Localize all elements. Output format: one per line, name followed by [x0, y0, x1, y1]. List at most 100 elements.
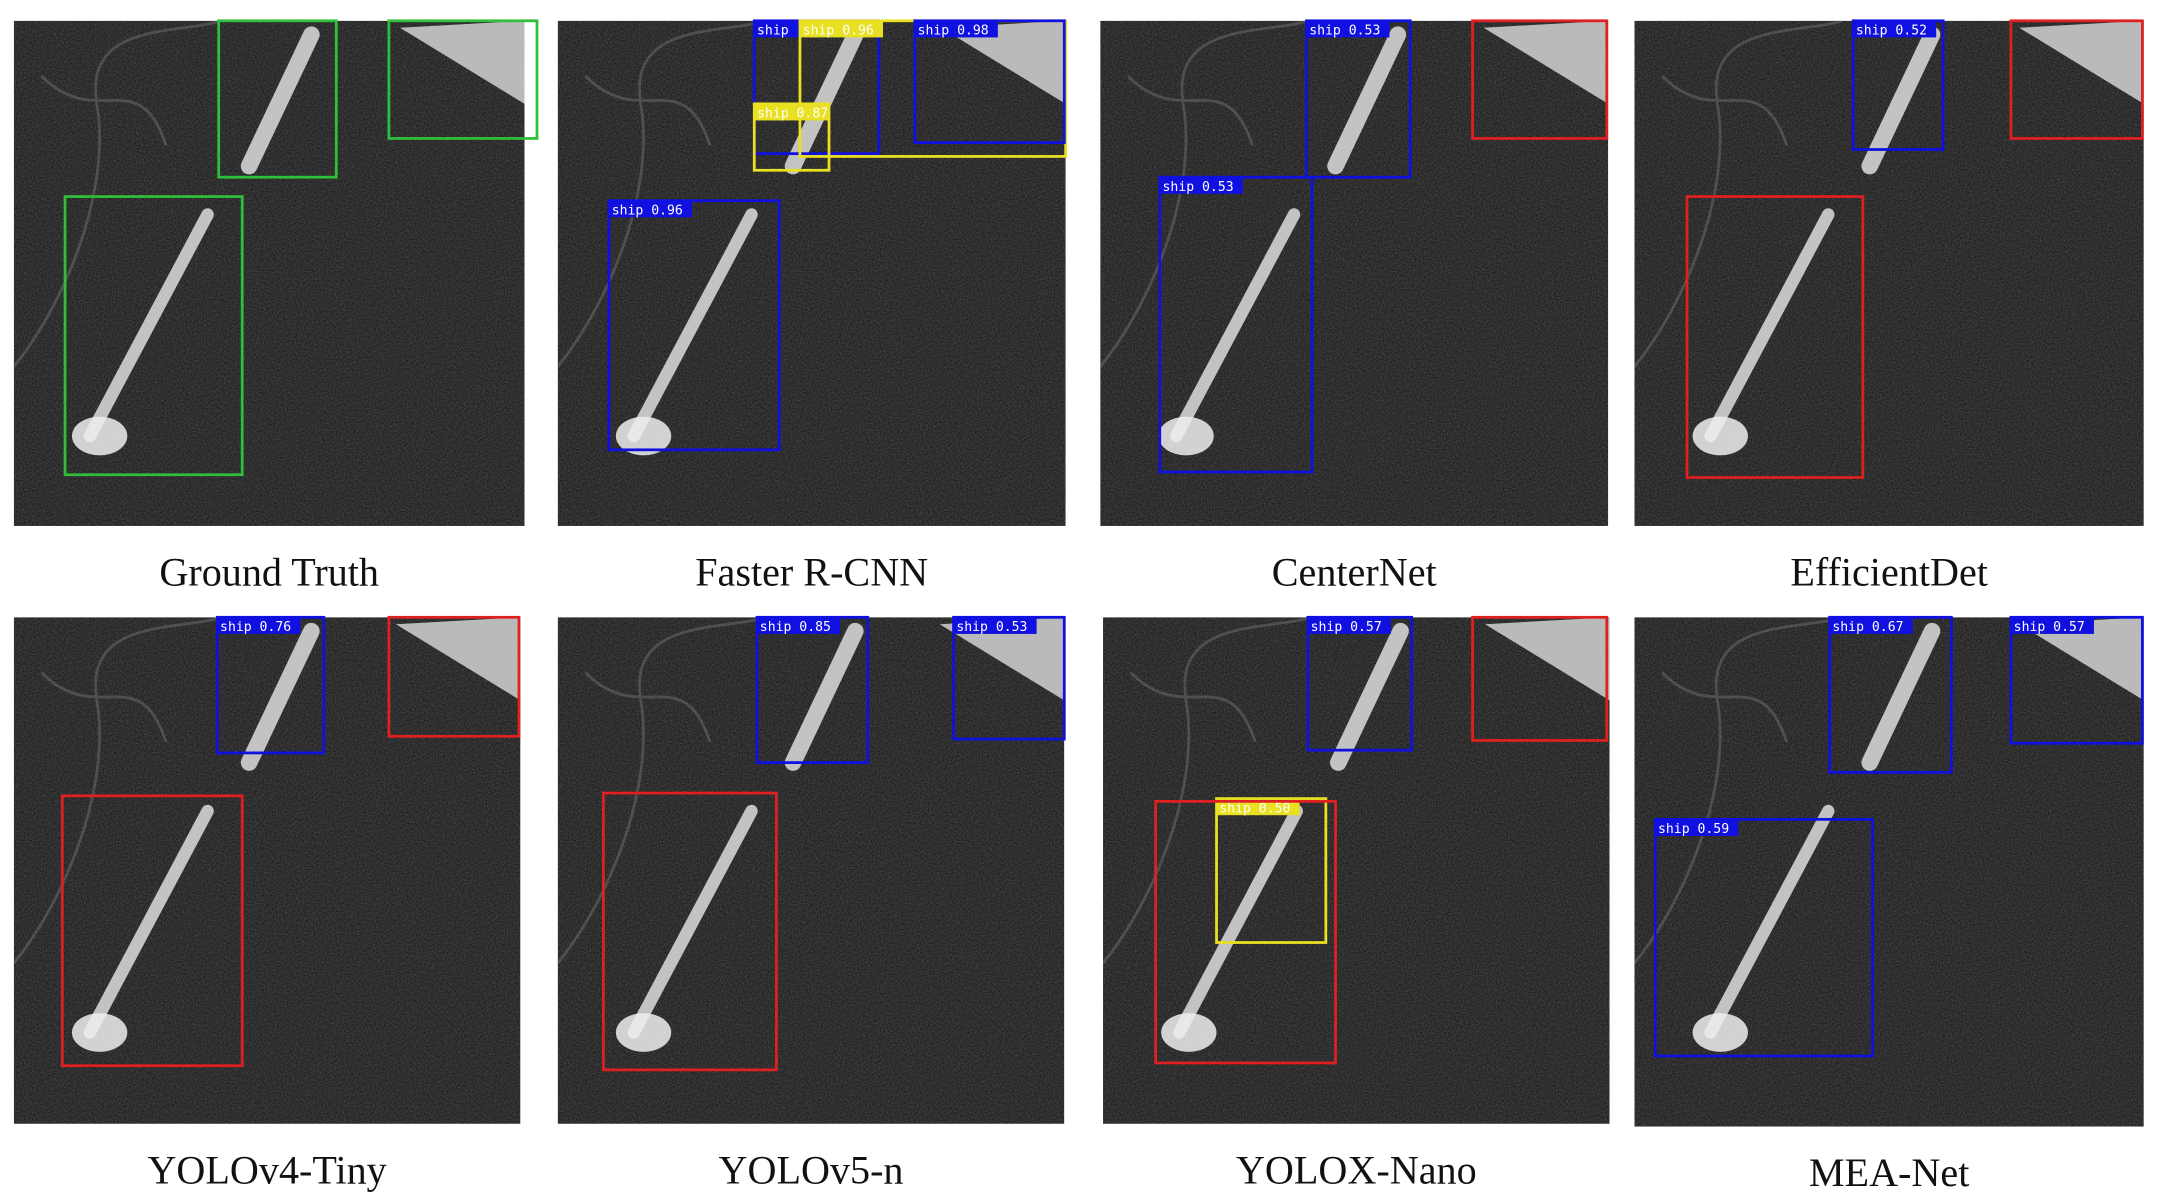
detection-box	[1653, 817, 1874, 1058]
coastline	[1100, 20, 1309, 368]
sar-image	[1634, 20, 2144, 526]
label-bg	[799, 20, 883, 38]
label-bg	[1306, 20, 1390, 38]
box-label: ship 0.50	[1219, 801, 1290, 816]
ship-corner	[1485, 617, 1610, 701]
coastline	[557, 20, 766, 368]
coastline	[13, 617, 222, 965]
ship-large	[1704, 804, 1835, 1039]
ship-stern	[1158, 416, 1214, 456]
ship-mid	[784, 26, 864, 175]
ship-large	[627, 804, 758, 1039]
detection-box	[387, 615, 521, 738]
ship-mid	[1327, 26, 1407, 175]
sar-image	[1634, 617, 2144, 1127]
ship-corner	[941, 20, 1066, 104]
label-bg	[608, 200, 692, 218]
panel: ship 0.67 ship 0.57 ship 0.59	[1634, 615, 2144, 1127]
detection-box	[602, 791, 778, 1072]
panel: ship 0.57 ship 0.50	[1103, 615, 1610, 1124]
sar-image	[1100, 20, 1609, 526]
detection-box	[1851, 19, 1945, 151]
ship-large	[83, 208, 214, 443]
detection-box	[60, 794, 244, 1068]
ship-corner	[939, 617, 1065, 701]
label-bg	[754, 103, 830, 121]
caption: Ground Truth	[159, 549, 379, 594]
ship-corner	[2019, 617, 2144, 701]
detection-box	[1471, 615, 1609, 742]
box-label: ship 0.76	[220, 620, 291, 635]
box-label: ship 0.53	[1309, 24, 1380, 39]
ship-stern	[615, 1013, 672, 1052]
detection-box	[2009, 19, 2144, 140]
panel: ship 0.52	[1634, 19, 2144, 526]
box-label: ship 0.96	[803, 24, 874, 39]
panel: ship 0.53 ship 0.53	[1100, 19, 1609, 526]
ship-stern	[71, 416, 128, 456]
ship-large	[627, 208, 758, 443]
coastline	[1103, 617, 1312, 965]
label-bg	[757, 617, 841, 634]
detection-box	[1305, 19, 1412, 179]
coastline	[1634, 20, 1843, 368]
ship-mid	[784, 622, 864, 771]
label-bg	[1159, 177, 1243, 194]
box-label: ship 0.53	[1163, 180, 1234, 195]
detection-box	[913, 19, 1066, 144]
box-label: ship 0.85	[760, 620, 831, 635]
box-label: ship 0.53	[956, 620, 1027, 635]
detection-box	[387, 19, 539, 140]
ship-corner	[395, 617, 521, 701]
box-label: ship 0.57	[1311, 620, 1382, 635]
sar-image	[557, 617, 1065, 1124]
label-bg	[1307, 617, 1391, 634]
sar-image	[13, 617, 521, 1124]
coastline	[1634, 617, 1843, 965]
caption: EfficientDet	[1790, 549, 1988, 594]
panel: ship 0.85 ship 0.53	[557, 615, 1066, 1124]
detection-box	[1685, 195, 1865, 479]
ship-stern	[1692, 1013, 1748, 1052]
coastline	[13, 20, 222, 368]
label-bg	[2010, 617, 2094, 634]
sar-image	[13, 20, 525, 526]
ship-mid	[1861, 26, 1941, 175]
ship-corner	[399, 20, 525, 104]
caption: YOLOX-Nano	[1236, 1147, 1477, 1192]
box-label: ship 0.57	[2014, 620, 2085, 635]
box-label: ship 0.96	[612, 204, 683, 219]
label-bg	[1829, 617, 1913, 634]
ship-large	[83, 804, 214, 1039]
label-bg	[1853, 20, 1937, 38]
ship-mid	[1861, 622, 1941, 771]
ship-stern	[71, 1013, 128, 1052]
ship-mid	[240, 26, 320, 175]
panel: ship 0.76	[13, 615, 521, 1124]
detection-box	[1471, 19, 1609, 140]
ship-stern	[1161, 1013, 1217, 1052]
panel	[13, 19, 539, 526]
box-label: ship 0.59	[1658, 822, 1729, 837]
detection-box	[217, 19, 338, 179]
ship-large	[1170, 208, 1301, 443]
ship-corner	[1483, 20, 1609, 104]
box-label: ship	[757, 24, 789, 39]
ship-mid	[1329, 622, 1409, 771]
ship-mid	[240, 622, 320, 771]
ship-corner	[2019, 20, 2144, 104]
ship-stern	[1692, 416, 1748, 456]
caption: YOLOv5-n	[719, 1147, 904, 1192]
box-label: ship 0.52	[1856, 24, 1927, 39]
label-bg	[1655, 819, 1739, 836]
panel: ship ship 0.96 ship 0.98 ship 0.87 ship 0.96	[557, 19, 1068, 526]
detection-box	[1154, 799, 1337, 1065]
sar-image	[1103, 617, 1610, 1124]
ship-large	[1172, 804, 1304, 1039]
box-label: ship 0.87	[757, 107, 828, 122]
label-bg	[217, 617, 301, 634]
detection-box	[607, 199, 781, 452]
caption: Faster R-CNN	[695, 549, 928, 594]
